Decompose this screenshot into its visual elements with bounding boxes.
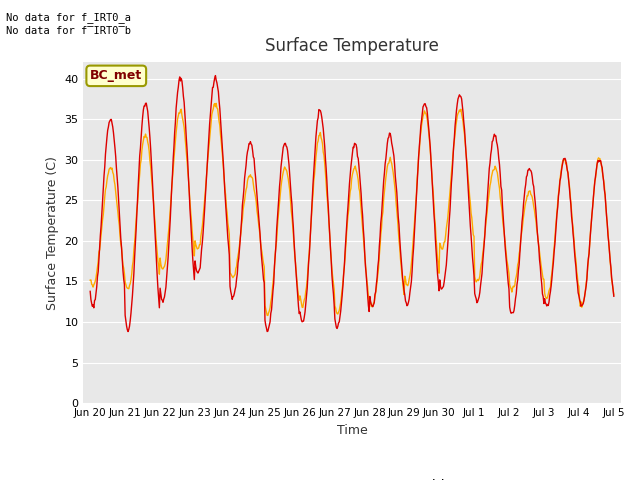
Legend: Tower, Arable: Tower, Arable — [244, 473, 460, 480]
Text: No data for f_IRT0_a: No data for f_IRT0_a — [6, 12, 131, 23]
Title: Surface Temperature: Surface Temperature — [265, 37, 439, 55]
X-axis label: Time: Time — [337, 424, 367, 437]
Text: No data for f̅IRT0̅b: No data for f̅IRT0̅b — [6, 26, 131, 36]
Text: BC_met: BC_met — [90, 69, 142, 83]
Y-axis label: Surface Temperature (C): Surface Temperature (C) — [45, 156, 59, 310]
